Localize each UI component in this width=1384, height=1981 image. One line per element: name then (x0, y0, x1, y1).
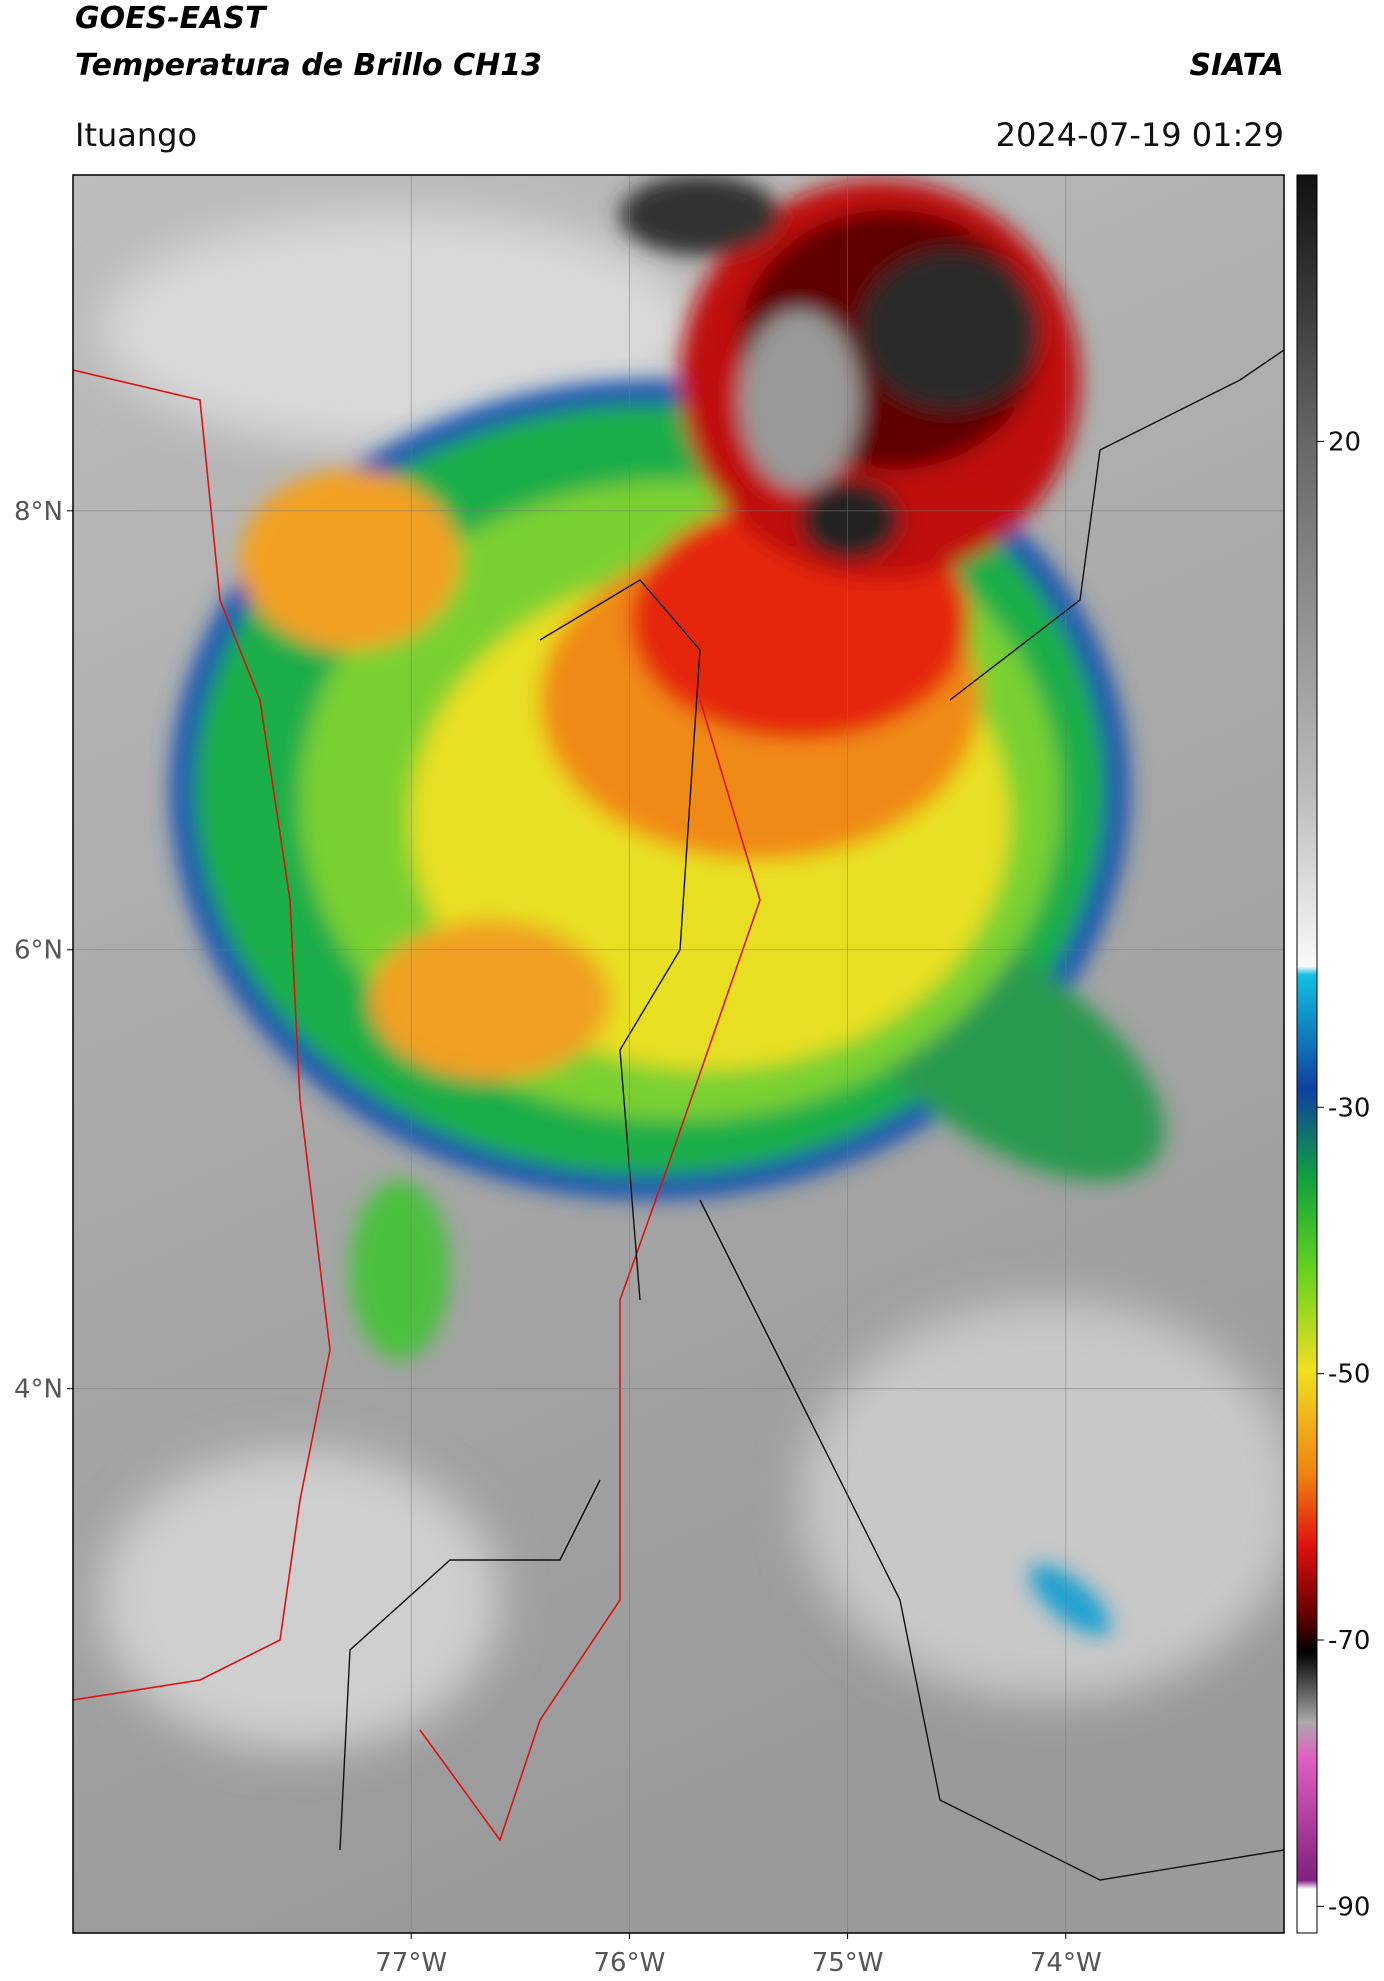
x-tick-label: 76°W (594, 1948, 666, 1978)
subtitle: Temperatura de Brillo CH13 (75, 48, 542, 83)
colorbar-tick-label: 20 (1328, 427, 1361, 457)
x-tick-label: 74°W (1030, 1948, 1102, 1978)
y-tick-label: 8°N (14, 497, 63, 527)
title: GOES-EAST (75, 1, 268, 36)
location: Ituango (75, 116, 197, 154)
colorbar-tick-label: -50 (1328, 1360, 1370, 1390)
satellite-image (73, 175, 1284, 1933)
colorbar-tick-label: -70 (1328, 1626, 1370, 1656)
colorbar-tick-label: -90 (1328, 1892, 1370, 1922)
y-tick-label: 6°N (14, 936, 63, 966)
brand: SIATA (1190, 48, 1284, 83)
x-tick-label: 77°W (375, 1948, 447, 1978)
colorbar (1296, 174, 1318, 1934)
graticule (73, 175, 1284, 1933)
map-frame (72, 174, 1285, 1934)
y-tick-label: 4°N (14, 1375, 63, 1405)
x-tick-label: 75°W (812, 1948, 884, 1978)
datetime: 2024-07-19 01:29 (996, 116, 1284, 154)
colorbar-tick-label: -30 (1328, 1093, 1370, 1123)
